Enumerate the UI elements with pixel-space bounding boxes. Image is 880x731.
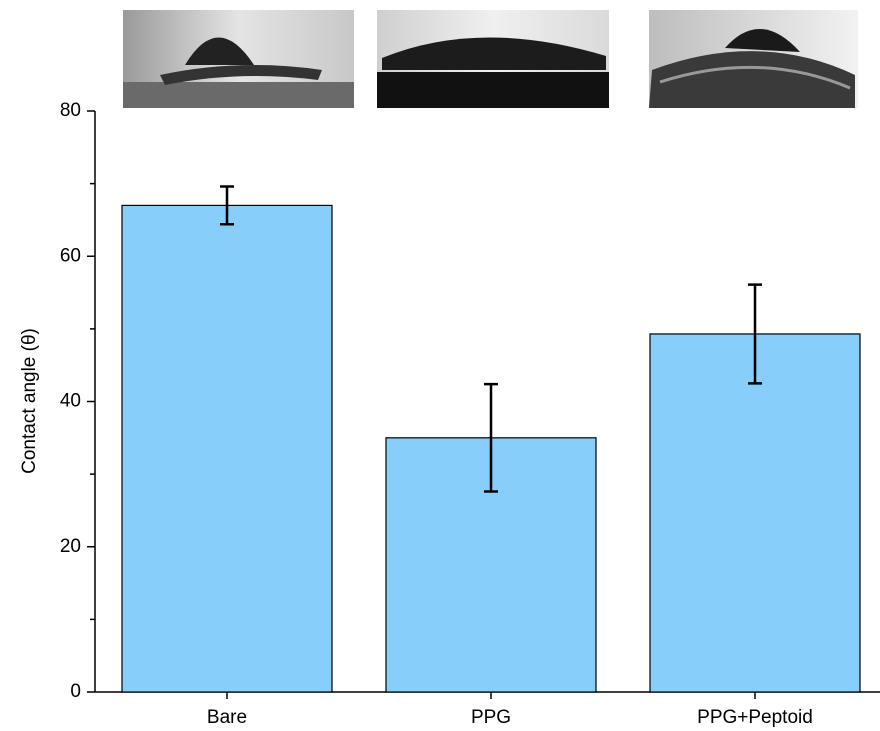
bar xyxy=(649,333,861,693)
x-tick-label: Bare xyxy=(207,707,247,728)
y-tick-label: 20 xyxy=(60,536,81,557)
photo-bare xyxy=(123,10,354,108)
y-tick-label: 80 xyxy=(60,100,81,121)
y-tick-label: 0 xyxy=(70,681,81,702)
y-axis-label: Contact angle (θ) xyxy=(19,328,40,474)
y-tick-label: 40 xyxy=(60,391,81,412)
x-tick-label: PPG+Peptoid xyxy=(697,707,813,728)
x-tick-label: PPG xyxy=(471,707,511,728)
error-bar xyxy=(220,185,234,226)
bar xyxy=(121,204,333,693)
y-tick-label: 60 xyxy=(60,245,81,266)
photo-peptoid xyxy=(649,10,858,108)
photo-ppg xyxy=(377,10,609,108)
error-bar xyxy=(484,382,498,493)
error-bar xyxy=(748,283,762,385)
